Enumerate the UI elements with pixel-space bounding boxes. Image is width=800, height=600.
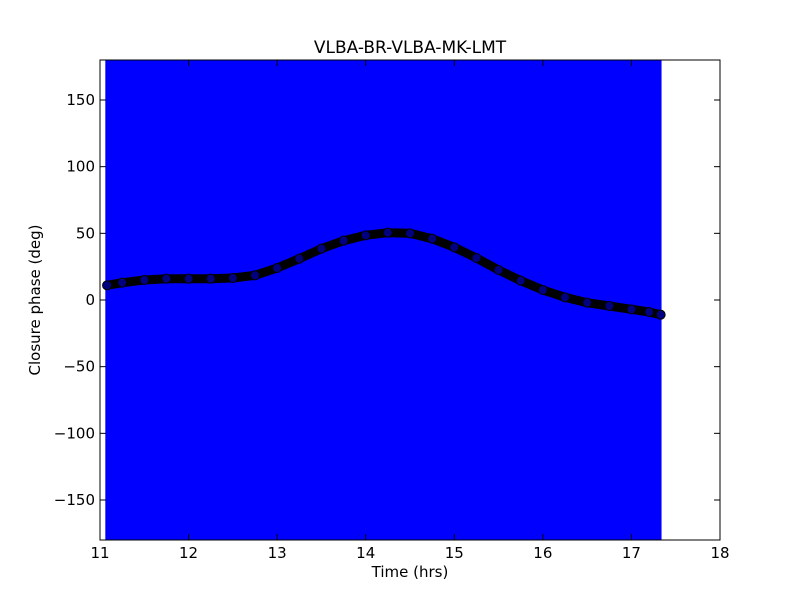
x-tick-label: 17	[622, 544, 641, 562]
data-point	[316, 243, 327, 254]
data-point	[515, 275, 526, 286]
data-point	[250, 270, 260, 281]
data-point	[493, 265, 504, 275]
data-point	[449, 242, 460, 253]
plot-area: 11 12 13 14 15 16 17 18 150 100 50 0 −50 −100 −150	[54, 59, 730, 562]
data-point	[427, 233, 438, 244]
data-point	[294, 253, 305, 264]
data-point	[272, 263, 283, 273]
x-tick-label: 16	[533, 544, 552, 562]
x-tick-label: 12	[179, 544, 198, 562]
data-point	[161, 273, 172, 284]
data-point	[471, 253, 482, 263]
x-tick-label: 14	[356, 544, 375, 562]
data-point	[626, 304, 637, 315]
data-point	[139, 275, 150, 285]
data-point	[655, 309, 666, 320]
x-tick-label: 13	[268, 544, 287, 562]
y-tick-label: −100	[54, 424, 95, 442]
chart-title: VLBA-BR-VLBA-MK-LMT	[314, 38, 507, 58]
data-point	[560, 292, 570, 303]
x-tick-label: 18	[710, 544, 729, 562]
data-point	[102, 280, 113, 291]
y-tick-label: 50	[76, 224, 95, 242]
y-tick-label: 100	[66, 158, 95, 176]
data-point	[582, 297, 593, 308]
data-point	[382, 227, 393, 238]
y-tick-label: 150	[66, 91, 95, 109]
data-point	[205, 273, 216, 284]
data-point	[117, 277, 128, 288]
data-point	[604, 301, 615, 311]
data-point	[338, 235, 349, 246]
data-point	[360, 230, 371, 241]
data-point	[183, 273, 194, 284]
y-tick-label: −150	[54, 491, 95, 509]
x-tick-label: 15	[445, 544, 464, 562]
x-axis-label: Time (hrs)	[371, 563, 449, 581]
data-point	[227, 273, 238, 283]
data-point	[405, 228, 415, 239]
y-tick-label: −50	[63, 358, 95, 376]
y-tick-label: 0	[85, 291, 95, 309]
data-point	[644, 307, 655, 317]
x-tick-label: 11	[90, 544, 109, 562]
y-axis-label: Closure phase (deg)	[26, 225, 44, 376]
data-point	[537, 285, 548, 295]
